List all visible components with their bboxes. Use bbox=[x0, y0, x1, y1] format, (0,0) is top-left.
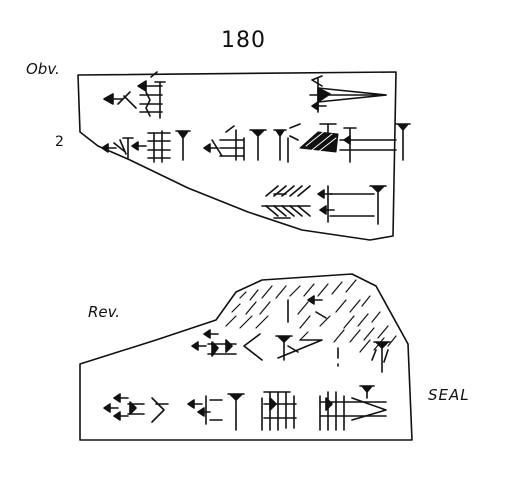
reverse-fragment bbox=[79, 273, 413, 441]
obverse-outline bbox=[77, 71, 397, 241]
obverse-line1-signs-right bbox=[309, 75, 387, 113]
obverse-line1-signs-left bbox=[103, 71, 166, 119]
tablet-number: 180 bbox=[221, 28, 266, 53]
obverse-line2-signs bbox=[101, 123, 411, 163]
seal-label: SEAL bbox=[428, 386, 470, 404]
damaged-area-hatching bbox=[225, 279, 397, 353]
reverse-line2-signs bbox=[103, 385, 387, 431]
obverse-fragment bbox=[77, 71, 411, 241]
reverse-outline bbox=[79, 273, 413, 441]
reverse-label: Rev. bbox=[88, 303, 121, 321]
line-number: 2 bbox=[55, 134, 64, 150]
obverse-label: Obv. bbox=[26, 60, 60, 78]
obverse-line3-signs bbox=[261, 185, 387, 225]
reverse-line1-signs bbox=[191, 329, 391, 373]
